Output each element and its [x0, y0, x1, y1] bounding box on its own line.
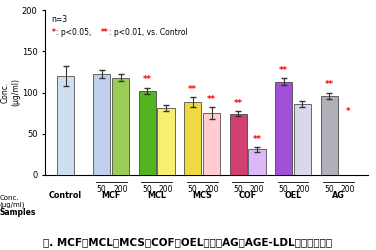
Text: 200: 200: [113, 185, 128, 194]
Text: Conc.
(μg/ml): Conc. (μg/ml): [0, 195, 25, 208]
Text: **: **: [207, 95, 216, 104]
Text: *: *: [52, 28, 56, 37]
Text: **: **: [143, 75, 152, 84]
Text: 50: 50: [143, 185, 152, 194]
Text: n=3: n=3: [52, 15, 68, 24]
Text: OEL: OEL: [284, 192, 302, 200]
Text: **: **: [252, 135, 261, 144]
Text: *: *: [346, 108, 350, 116]
Text: MCS: MCS: [192, 192, 212, 200]
Bar: [294, 104, 311, 175]
Text: Control: Control: [49, 192, 82, 200]
Text: 200: 200: [250, 185, 264, 194]
Text: **: **: [279, 66, 288, 75]
Bar: [158, 108, 174, 175]
Text: **: **: [324, 80, 334, 89]
Bar: [230, 114, 247, 175]
Y-axis label: Conc.
(μg/ml): Conc. (μg/ml): [1, 78, 20, 106]
Text: AG: AG: [332, 192, 345, 200]
Text: MCF: MCF: [102, 192, 121, 200]
Text: **: **: [188, 85, 197, 94]
Bar: [203, 113, 220, 175]
Bar: [321, 96, 338, 175]
Text: 200: 200: [341, 185, 355, 194]
Text: 50: 50: [324, 185, 334, 194]
Text: : p<0.01, vs. Control: : p<0.01, vs. Control: [109, 28, 188, 37]
Text: 図. MCF，MCL，MCS，COF，OELおよびAGのAGE-LDL生成抑制作用: 図. MCF，MCL，MCS，COF，OELおよびAGのAGE-LDL生成抑制作…: [44, 238, 332, 248]
Bar: [275, 82, 292, 175]
Text: 50: 50: [97, 185, 107, 194]
Bar: [139, 91, 156, 175]
Text: **: **: [100, 28, 108, 37]
Text: 200: 200: [204, 185, 219, 194]
Text: Samples: Samples: [0, 208, 36, 217]
Text: COF: COF: [238, 192, 256, 200]
Bar: [93, 74, 110, 175]
Text: MCL: MCL: [147, 192, 166, 200]
Text: 50: 50: [188, 185, 197, 194]
Text: : p<0.05,: : p<0.05,: [56, 28, 96, 37]
Bar: [249, 150, 265, 175]
Bar: [184, 102, 201, 175]
Text: 200: 200: [295, 185, 310, 194]
Text: **: **: [233, 99, 243, 108]
Text: 200: 200: [159, 185, 173, 194]
Bar: [57, 76, 74, 175]
Bar: [112, 78, 129, 175]
Text: 50: 50: [233, 185, 243, 194]
Text: 50: 50: [279, 185, 288, 194]
